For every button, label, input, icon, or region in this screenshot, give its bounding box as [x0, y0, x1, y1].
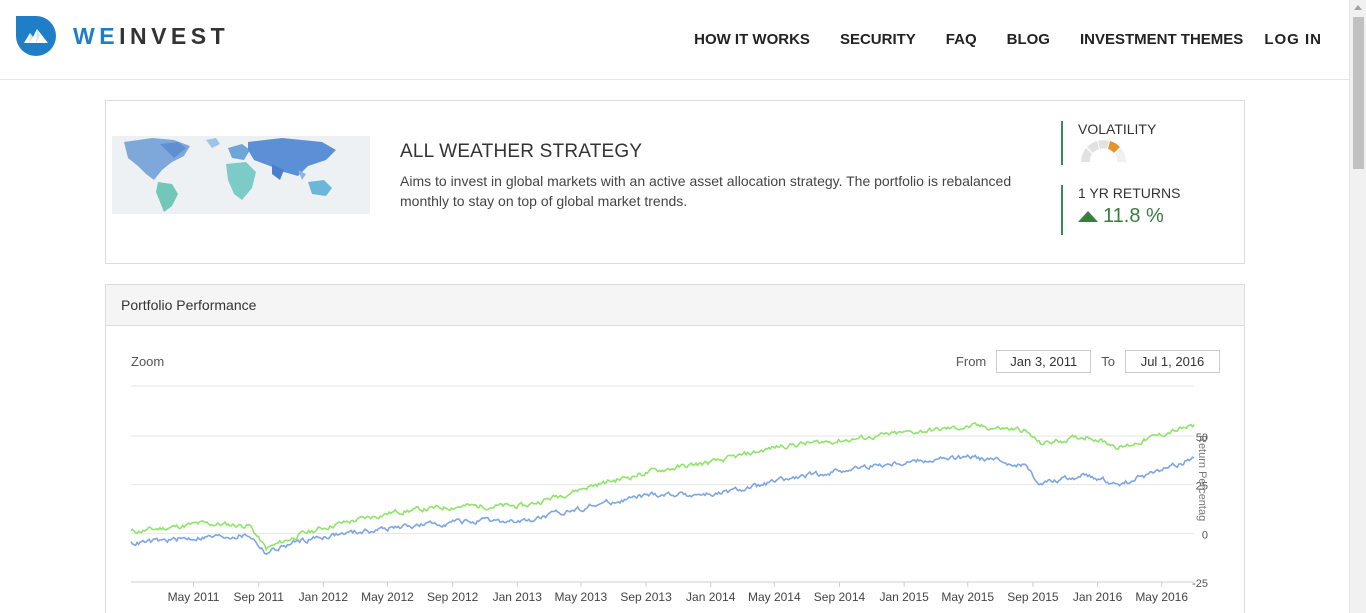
one-year-returns-metric: 1 YR RETURNS 11.8 %	[1061, 185, 1180, 235]
strategy-title: ALL WEATHER STRATEGY	[400, 141, 643, 162]
page-scrollbar[interactable]	[1349, 0, 1366, 613]
volatility-label: VOLATILITY	[1078, 121, 1157, 137]
nav-how-it-works[interactable]: HOW IT WORKS	[694, 31, 810, 48]
x-tick-label: Sep 2011	[233, 590, 284, 604]
x-tick-label: May 2011	[168, 590, 220, 604]
x-tick-label: Sep 2012	[427, 590, 479, 604]
strategy-card: ALL WEATHER STRATEGY Aims to invest in g…	[105, 100, 1245, 264]
top-header: WEINVEST HOW IT WORKS SECURITY FAQ BLOG …	[0, 0, 1349, 80]
main-nav: HOW IT WORKS SECURITY FAQ BLOG INVESTMEN…	[664, 31, 1322, 48]
x-tick-label: Sep 2014	[814, 590, 866, 604]
nav-investment-themes[interactable]: INVESTMENT THEMES	[1079, 31, 1244, 48]
series-line	[130, 453, 1195, 555]
logo-wordmark: WEINVEST	[73, 23, 229, 50]
zoom-label: Zoom	[131, 354, 165, 369]
world-map-icon	[112, 136, 370, 214]
x-tick-label: Jan 2012	[299, 590, 349, 604]
x-tick-label: May 2012	[361, 590, 414, 604]
y-axis-label: Return Percentag	[1196, 435, 1208, 521]
y-tick-label: 25	[1196, 481, 1208, 493]
x-tick-label: May 2013	[555, 590, 608, 604]
nav-login[interactable]: LOG IN	[1264, 31, 1322, 48]
y-tick-label: 50	[1196, 432, 1208, 444]
y-tick-label: 0	[1202, 529, 1208, 541]
logo-we: WE	[73, 22, 120, 49]
date-range: From To	[956, 350, 1220, 373]
x-tick-label: Jan 2016	[1073, 590, 1123, 604]
returns-row: 11.8 %	[1078, 205, 1180, 228]
returns-value: 11.8 %	[1103, 205, 1164, 227]
volatility-gauge-icon	[1081, 140, 1126, 162]
logo-invest: INVEST	[119, 22, 230, 49]
volatility-metric: VOLATILITY	[1061, 121, 1156, 165]
performance-chart[interactable]: 50 25 0 -25 Return Percentag May 2011 Sep 2011…	[106, 285, 1244, 613]
x-tick-label: May 2015	[941, 590, 994, 604]
scroll-thumb[interactable]	[1353, 17, 1364, 169]
to-date-input[interactable]	[1125, 350, 1220, 373]
performance-title: Portfolio Performance	[106, 285, 1244, 326]
world-map-image	[112, 136, 370, 214]
nav-security[interactable]: SECURITY	[839, 31, 916, 48]
to-label: To	[1101, 354, 1115, 369]
returns-label: 1 YR RETURNS	[1078, 185, 1181, 201]
strategy-description: Aims to invest in global markets with an…	[400, 173, 1012, 209]
mountain-logo-icon	[16, 16, 56, 56]
from-label: From	[955, 354, 987, 369]
series-line	[130, 422, 1195, 552]
x-tick-label: May 2014	[748, 590, 801, 604]
from-date-input[interactable]	[996, 350, 1092, 373]
x-tick-label: Sep 2015	[1007, 590, 1059, 604]
x-tick-label: Jan 2014	[686, 590, 736, 604]
nav-faq[interactable]: FAQ	[945, 31, 977, 48]
nav-blog[interactable]: BLOG	[1006, 31, 1050, 48]
x-tick-label: May 2016	[1135, 590, 1188, 604]
portfolio-performance-panel: Portfolio Performance Zoom From To 50 25 0…	[105, 284, 1245, 613]
x-tick-label: Jan 2015	[879, 590, 929, 604]
x-tick-label: Jan 2013	[493, 590, 543, 604]
x-tick-label: Sep 2013	[620, 590, 672, 604]
weinvest-logo[interactable]: WEINVEST	[15, 15, 229, 57]
y-tick-label: -25	[1192, 578, 1208, 590]
up-arrow-icon	[1078, 211, 1098, 222]
scroll-up-arrow-icon[interactable]	[1354, 5, 1362, 10]
